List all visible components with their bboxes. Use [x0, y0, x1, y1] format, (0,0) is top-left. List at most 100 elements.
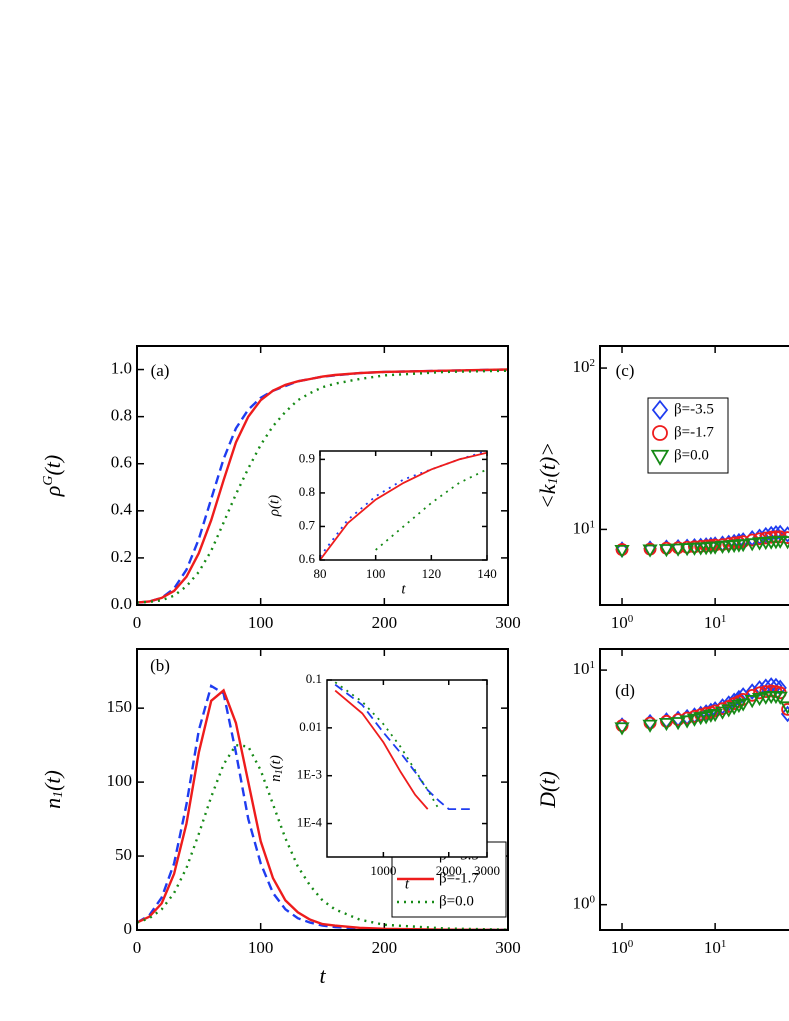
- y-tick-label: 0.6: [111, 453, 132, 472]
- x-tick-label-part: 10: [704, 938, 721, 957]
- y-tick-label: 0.8: [111, 406, 132, 425]
- y-axis-label-part: (t): [268, 755, 284, 769]
- y-tick-label-part: 1: [590, 659, 596, 671]
- marker: [781, 702, 789, 716]
- marker: [642, 719, 658, 733]
- marker: [744, 538, 760, 552]
- y-axis-label-part: (t): [40, 455, 65, 476]
- series-line: [137, 368, 508, 604]
- y-tick-label-part: 1: [590, 518, 596, 530]
- marker: [735, 539, 751, 553]
- y-tick-label: 0.1: [306, 671, 322, 686]
- y-tick-label: 0.7: [299, 517, 316, 532]
- x-tick-label: 2000: [436, 863, 462, 878]
- y-axis-label-part: 1: [51, 791, 66, 798]
- y-axis-label: D(t): [535, 771, 560, 809]
- y-tick-label: 0.2: [111, 547, 132, 566]
- series-line: [320, 451, 487, 560]
- series-line: [334, 683, 470, 810]
- y-axis-label-part: <k: [535, 483, 560, 509]
- x-axis-label: t: [319, 963, 326, 988]
- panel-label: (b): [150, 656, 170, 675]
- marker: [735, 698, 751, 712]
- y-axis-label-part: G: [41, 476, 56, 486]
- marker: [670, 717, 686, 731]
- x-tick-label: 0: [133, 613, 142, 632]
- y-tick-label: 50: [115, 845, 132, 864]
- marker: [614, 722, 630, 736]
- x-tick-label-part: 10: [611, 613, 628, 632]
- marker: [779, 536, 789, 550]
- y-axis-label: ρG(t): [40, 455, 65, 497]
- plot-frame: [319, 450, 488, 561]
- y-tick-label: 0.8: [299, 484, 315, 499]
- plot-frame: [326, 679, 488, 858]
- legend: β=-3.5 β=-1.7 β=0.0: [647, 397, 729, 474]
- y-tick-label-part: 0: [590, 893, 596, 905]
- marker: [779, 701, 789, 715]
- y-tick-label: 150: [107, 697, 133, 716]
- y-axis-label: n1(t): [40, 770, 66, 809]
- plot-area: [334, 681, 470, 810]
- marker: [764, 684, 778, 698]
- panel-label: (d): [615, 681, 635, 700]
- series-line: [334, 681, 440, 810]
- x-tick-label-part: 1: [721, 613, 727, 625]
- panel-label: (c): [616, 361, 635, 380]
- y-tick-label-part: 10: [573, 659, 590, 678]
- y-tick-label: 100: [107, 771, 133, 790]
- y-tick-label-part: 10: [573, 357, 590, 376]
- y-axis-label: ρ(t): [266, 495, 282, 517]
- x-tick-label-part: 0: [628, 938, 634, 950]
- panel: 80 100 120 140 0.6 0.7 0.8 0.9 ρ(t) t: [266, 450, 497, 597]
- marker: [650, 449, 670, 466]
- x-tick-label: 100: [248, 938, 274, 957]
- marker: [707, 708, 723, 723]
- x-tick-label: 3000: [474, 863, 500, 878]
- series-line: [137, 369, 508, 604]
- x-tick-label: 0: [133, 938, 142, 957]
- y-tick-label: 1E-3: [297, 767, 322, 782]
- x-axis-label: t: [401, 581, 406, 597]
- y-tick-label-part: 2: [590, 357, 596, 369]
- marker: [658, 544, 675, 558]
- y-axis-label: n1(t): [268, 755, 284, 782]
- y-axis-label-part: (t)>: [535, 442, 560, 478]
- y-axis-label-part: (t): [40, 770, 65, 791]
- marker: [670, 543, 686, 557]
- y-tick-label: 0: [124, 919, 133, 938]
- plot-area: [137, 684, 508, 930]
- y-tick-label: 1.0: [111, 358, 132, 377]
- y-axis-label-part: n: [40, 798, 65, 809]
- series-line: [137, 743, 508, 930]
- y-tick-label: 0.9: [299, 450, 315, 465]
- plot-frame: [599, 648, 789, 931]
- y-tick-label: 0.0: [111, 594, 132, 613]
- x-tick-label-part: 10: [704, 613, 721, 632]
- x-tick-label: 100: [611, 938, 634, 957]
- marker: [651, 399, 669, 421]
- y-tick-label: 101: [573, 659, 596, 678]
- y-tick-label-part: 10: [573, 894, 590, 913]
- plot-area: [320, 451, 487, 560]
- marker: [686, 713, 703, 727]
- series-line: [137, 368, 508, 604]
- y-tick-label: 0.6: [299, 551, 316, 566]
- y-tick-label: 0.01: [299, 719, 322, 734]
- y-axis-label-part: 1: [274, 769, 285, 774]
- x-tick-label: 200: [372, 613, 398, 632]
- x-tick-label-part: 10: [611, 938, 628, 957]
- marker: [679, 543, 695, 557]
- plot-area: [614, 524, 789, 559]
- marker: [658, 717, 675, 732]
- marker: [780, 705, 789, 723]
- marker: [744, 695, 760, 709]
- x-tick-label: 300: [495, 613, 521, 632]
- x-tick-label: 80: [314, 566, 327, 581]
- marker: [679, 715, 695, 729]
- x-tick-label: 101: [704, 938, 727, 957]
- marker: [772, 535, 788, 549]
- marker: [652, 425, 668, 441]
